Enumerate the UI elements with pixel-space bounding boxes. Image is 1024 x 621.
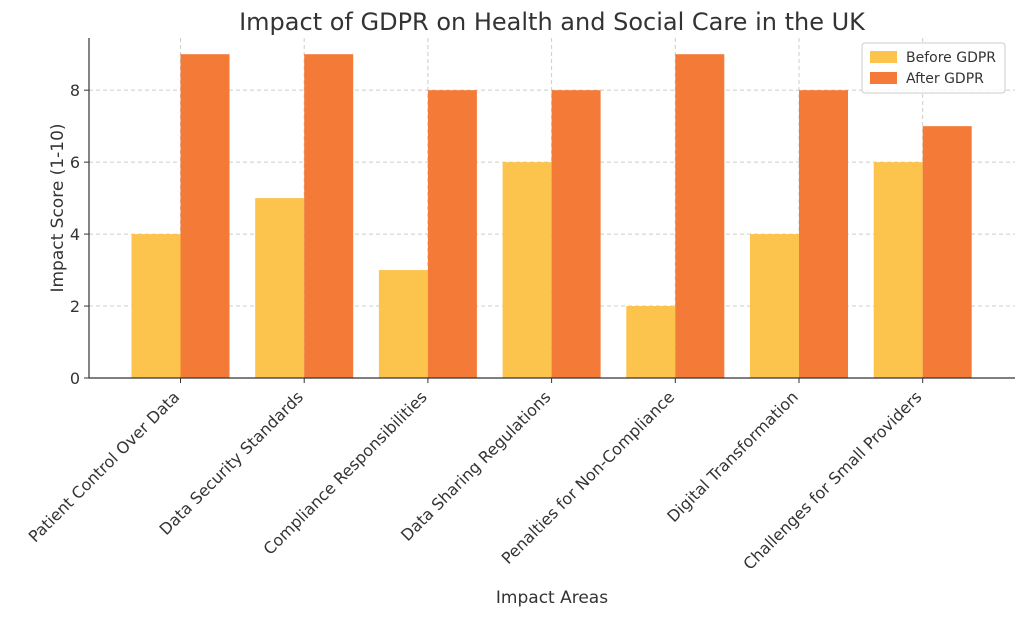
bar-before-5	[750, 234, 799, 378]
bar-after-5	[799, 90, 848, 378]
legend-label-after: After GDPR	[906, 71, 984, 87]
legend-box	[861, 42, 1006, 94]
bar-after-2	[427, 90, 477, 378]
bar-before-2	[378, 270, 428, 378]
bar-before-4	[626, 306, 676, 378]
bar-after-4	[675, 54, 725, 378]
legend-swatch-after	[870, 72, 897, 84]
y-tick-label: 0	[70, 369, 80, 388]
y-axis-label: Impact Score (1-10)	[48, 123, 68, 292]
bar-after-1	[304, 54, 354, 378]
y-tick-label: 6	[70, 153, 80, 172]
bar-after-0	[180, 54, 230, 378]
bar-before-1	[255, 198, 305, 378]
y-tick-label: 2	[70, 297, 80, 316]
x-axis-label: Impact Areas	[496, 588, 608, 608]
x-tick-label: Data Security Standards	[156, 387, 307, 538]
legend-label-before: Before GDPR	[906, 50, 996, 66]
x-tick-label: Digital Transformation	[663, 387, 802, 526]
y-tick-label: 4	[70, 225, 80, 244]
bar-before-3	[502, 162, 552, 378]
y-tick-label: 8	[70, 81, 80, 100]
legend-swatch-before	[870, 51, 897, 63]
bar-before-6	[873, 162, 923, 378]
legend: Before GDPR After GDPR	[861, 42, 1006, 94]
bars-layer	[131, 54, 972, 378]
bar-before-0	[131, 234, 181, 378]
bar-after-3	[551, 90, 601, 378]
chart-title: Impact of GDPR on Health and Social Care…	[239, 8, 866, 36]
bar-after-6	[922, 126, 972, 378]
